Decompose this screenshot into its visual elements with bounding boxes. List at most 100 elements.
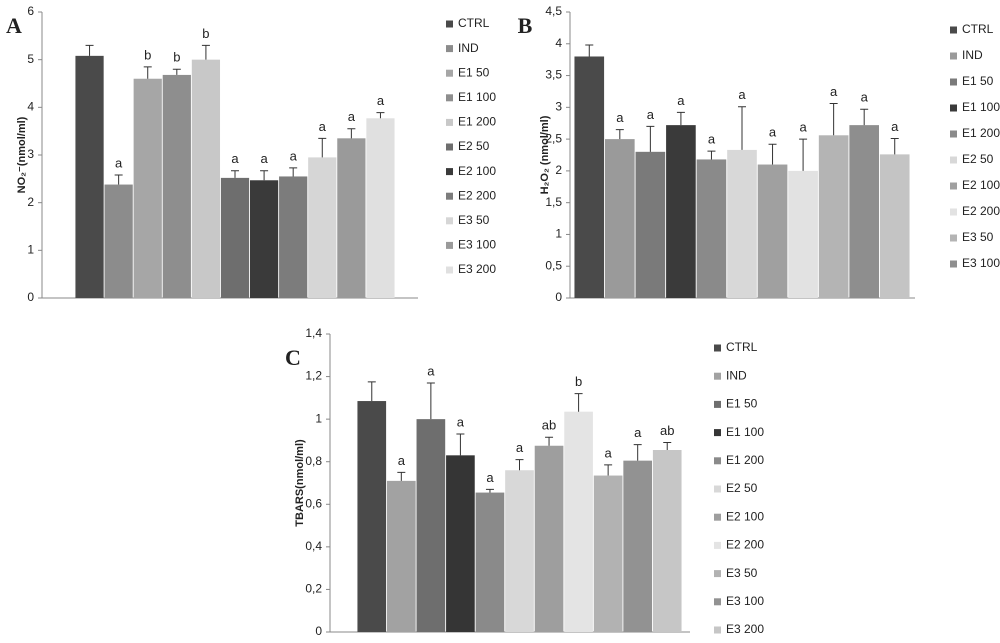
legend-swatch [714, 372, 721, 380]
legend-label: CTRL [726, 340, 758, 354]
bar [652, 450, 682, 632]
y-tick-label: 0,4 [305, 539, 322, 553]
significance-label: a [427, 363, 435, 378]
error-bar [829, 103, 838, 136]
error-bar [376, 112, 385, 119]
legend-swatch [446, 143, 453, 151]
error-bar [574, 393, 583, 412]
significance-label: a [634, 425, 642, 440]
legend-label: E2 200 [962, 204, 1000, 218]
bar [879, 154, 910, 298]
legend-swatch [446, 192, 453, 200]
significance-label: a [738, 87, 746, 102]
y-tick-label: 1 [555, 227, 562, 241]
significance-label: b [173, 50, 180, 65]
y-tick-label: 3 [555, 100, 562, 114]
significance-label: a [708, 132, 716, 147]
y-tick-label: 0,6 [305, 496, 322, 510]
legend-label: E3 200 [726, 622, 764, 636]
bar [757, 164, 788, 298]
error-bar [485, 488, 494, 493]
bar [666, 125, 696, 298]
bar [696, 159, 727, 298]
y-tick-label: 5 [27, 52, 34, 66]
significance-label: a [616, 110, 624, 125]
y-tick-label: 2 [555, 163, 562, 177]
legend-swatch [950, 52, 957, 60]
error-bar [890, 137, 899, 155]
error-bar [799, 138, 808, 171]
legend-label: E2 50 [726, 481, 758, 495]
y-tick-label: 4 [555, 36, 562, 50]
significance-label: ab [542, 418, 556, 433]
error-bar [367, 381, 376, 402]
significance-label: a [377, 93, 385, 108]
legend-label: E3 100 [458, 238, 496, 252]
legend-swatch [950, 104, 957, 112]
error-bar [768, 143, 777, 165]
significance-label: a [769, 125, 777, 140]
significance-label: a [605, 445, 613, 460]
bar [593, 475, 623, 632]
error-bar [585, 44, 594, 57]
significance-label: a [457, 414, 465, 429]
legend-swatch [950, 156, 957, 164]
legend-swatch [950, 182, 957, 190]
legend-label: E2 50 [962, 152, 994, 166]
panel-label: B [518, 13, 533, 38]
y-axis-label: H₂O₂ (nmol/ml) [539, 115, 551, 194]
significance-label: a [830, 84, 838, 99]
y-tick-label: 1,4 [305, 326, 322, 340]
bar [564, 411, 593, 632]
error-bar [85, 44, 94, 56]
error-bar [260, 170, 269, 181]
significance-label: a [799, 120, 807, 135]
significance-label: a [398, 453, 406, 468]
legend-swatch [714, 626, 721, 634]
bar [337, 138, 366, 298]
significance-label: ab [660, 423, 674, 438]
legend-swatch [950, 78, 957, 86]
error-bar [201, 44, 210, 60]
legend-swatch [446, 118, 453, 126]
error-bar [397, 471, 406, 481]
legend-label: IND [962, 48, 983, 62]
legend-label: E2 100 [458, 164, 496, 178]
y-tick-label: 0,2 [305, 582, 322, 596]
bar [623, 460, 653, 632]
significance-label: a [319, 119, 327, 134]
bar [605, 139, 635, 298]
y-tick-label: 4 [27, 100, 34, 114]
legend-swatch [714, 541, 721, 549]
bar [446, 455, 475, 632]
legend-swatch [714, 344, 721, 352]
legend-swatch [950, 130, 957, 138]
legend-label: E2 100 [962, 178, 1000, 192]
error-bar [707, 150, 716, 160]
y-tick-label: 4,5 [545, 4, 562, 18]
legend-swatch [446, 69, 453, 77]
significance-label: a [115, 155, 123, 170]
significance-label: a [891, 119, 899, 134]
significance-label: a [231, 151, 239, 166]
legend-swatch [950, 260, 957, 268]
error-bar [143, 66, 152, 79]
panel-label: A [6, 13, 22, 38]
legend-swatch [446, 266, 453, 274]
legend-swatch [714, 429, 721, 437]
bar [534, 445, 564, 632]
bar [104, 184, 133, 298]
legend-label: E1 200 [962, 126, 1000, 140]
error-bar [615, 129, 624, 140]
y-tick-label: 1 [315, 411, 322, 425]
bar [416, 419, 446, 632]
y-tick-label: 2 [27, 195, 34, 209]
error-bar [604, 464, 613, 476]
error-bar [515, 459, 524, 471]
significance-label: b [144, 47, 151, 62]
y-tick-label: 0,5 [545, 258, 562, 272]
y-tick-label: 1 [27, 243, 34, 257]
legend-swatch [950, 208, 957, 216]
y-tick-label: 2,5 [545, 131, 562, 145]
